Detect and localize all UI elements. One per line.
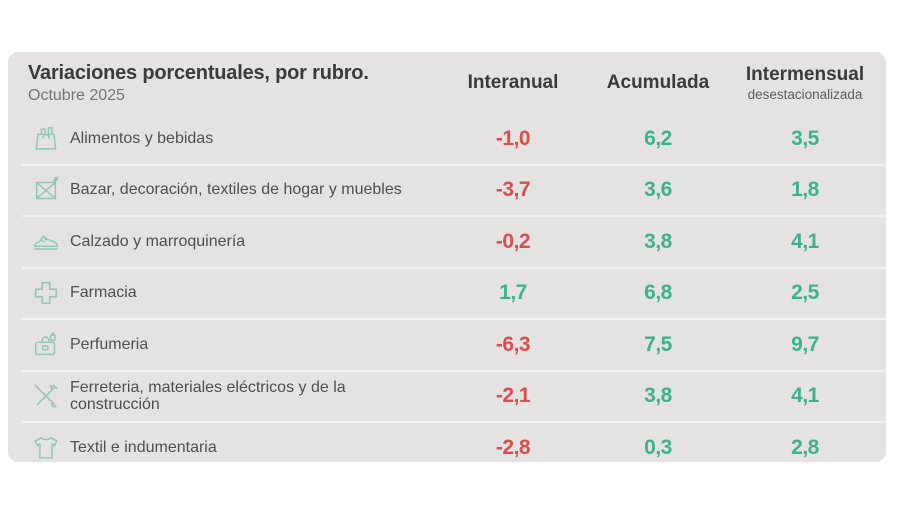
pharmacy-cross-icon <box>22 278 70 308</box>
column-header-intermensual-main: Intermensual <box>745 64 865 85</box>
value-acumulada: 6,8 <box>644 281 672 305</box>
value-interanual: 1,7 <box>499 281 527 305</box>
row-label: Ferreteria, materiales eléctricos y de l… <box>70 378 346 414</box>
value-intermensual: 1,8 <box>791 178 819 202</box>
value-interanual: -2,8 <box>495 435 531 459</box>
value-acumulada: 7,5 <box>644 332 672 356</box>
value-interanual: -6,3 <box>495 332 531 356</box>
table-row: Perfumeria -6,3 7,5 9,7 <box>22 318 886 370</box>
title-block: Variaciones porcentuales, por rubro. Oct… <box>22 62 440 105</box>
row-label: Bazar, decoración, textiles de hogar y m… <box>70 181 402 199</box>
value-acumulada: 3,6 <box>644 178 672 202</box>
value-intermensual: 4,1 <box>791 229 819 253</box>
table-row: Ferreteria, materiales eléctricos y de l… <box>22 369 886 422</box>
value-acumulada: 3,8 <box>644 229 672 253</box>
table-row: Calzado y marroquinería -0,2 3,8 4,1 <box>22 215 886 267</box>
column-header-interanual: Interanual <box>467 72 559 93</box>
row-label: Textil e indumentaria <box>70 438 217 456</box>
variations-table-card: Variaciones porcentuales, por rubro. Oct… <box>8 52 886 462</box>
shoe-icon <box>22 227 70 257</box>
value-intermensual: 2,5 <box>791 281 819 305</box>
value-interanual: -2,1 <box>495 384 531 408</box>
table-row: Alimentos y bebidas -1,0 6,2 3,5 <box>22 114 886 164</box>
tools-icon <box>22 381 70 411</box>
page-title: Variaciones porcentuales, por rubro. <box>28 61 369 84</box>
grocery-bag-icon <box>22 124 70 154</box>
table-row: Bazar, decoración, textiles de hogar y m… <box>22 163 886 216</box>
table-header: Variaciones porcentuales, por rubro. Oct… <box>22 52 886 114</box>
cosmetic-case-icon <box>22 330 70 360</box>
page-subtitle: Octubre 2025 <box>28 86 125 104</box>
row-label: Alimentos y bebidas <box>70 129 214 147</box>
row-label: Farmacia <box>70 284 137 302</box>
value-intermensual: 4,1 <box>791 384 819 408</box>
value-acumulada: 0,3 <box>644 435 672 459</box>
value-interanual: -0,2 <box>495 229 531 253</box>
tshirt-icon <box>22 433 70 463</box>
row-label: Perfumeria <box>70 335 149 353</box>
column-header-intermensual-sub: desestacionalizada <box>747 87 863 102</box>
column-header-acumulada: Acumulada <box>606 72 710 93</box>
row-label: Calzado y marroquinería <box>70 232 246 250</box>
table-icon <box>22 175 70 205</box>
value-interanual: -3,7 <box>495 178 531 202</box>
value-intermensual: 9,7 <box>791 332 819 356</box>
value-interanual: -1,0 <box>495 126 531 150</box>
table-row: Textil e indumentaria -2,8 0,3 2,8 <box>22 421 886 473</box>
value-intermensual: 3,5 <box>791 126 819 150</box>
column-header-intermensual: Intermensual desestacionalizada <box>730 64 880 102</box>
value-intermensual: 2,8 <box>791 435 819 459</box>
value-acumulada: 6,2 <box>644 126 672 150</box>
table-row: Farmacia 1,7 6,8 2,5 <box>22 266 886 319</box>
value-acumulada: 3,8 <box>644 384 672 408</box>
